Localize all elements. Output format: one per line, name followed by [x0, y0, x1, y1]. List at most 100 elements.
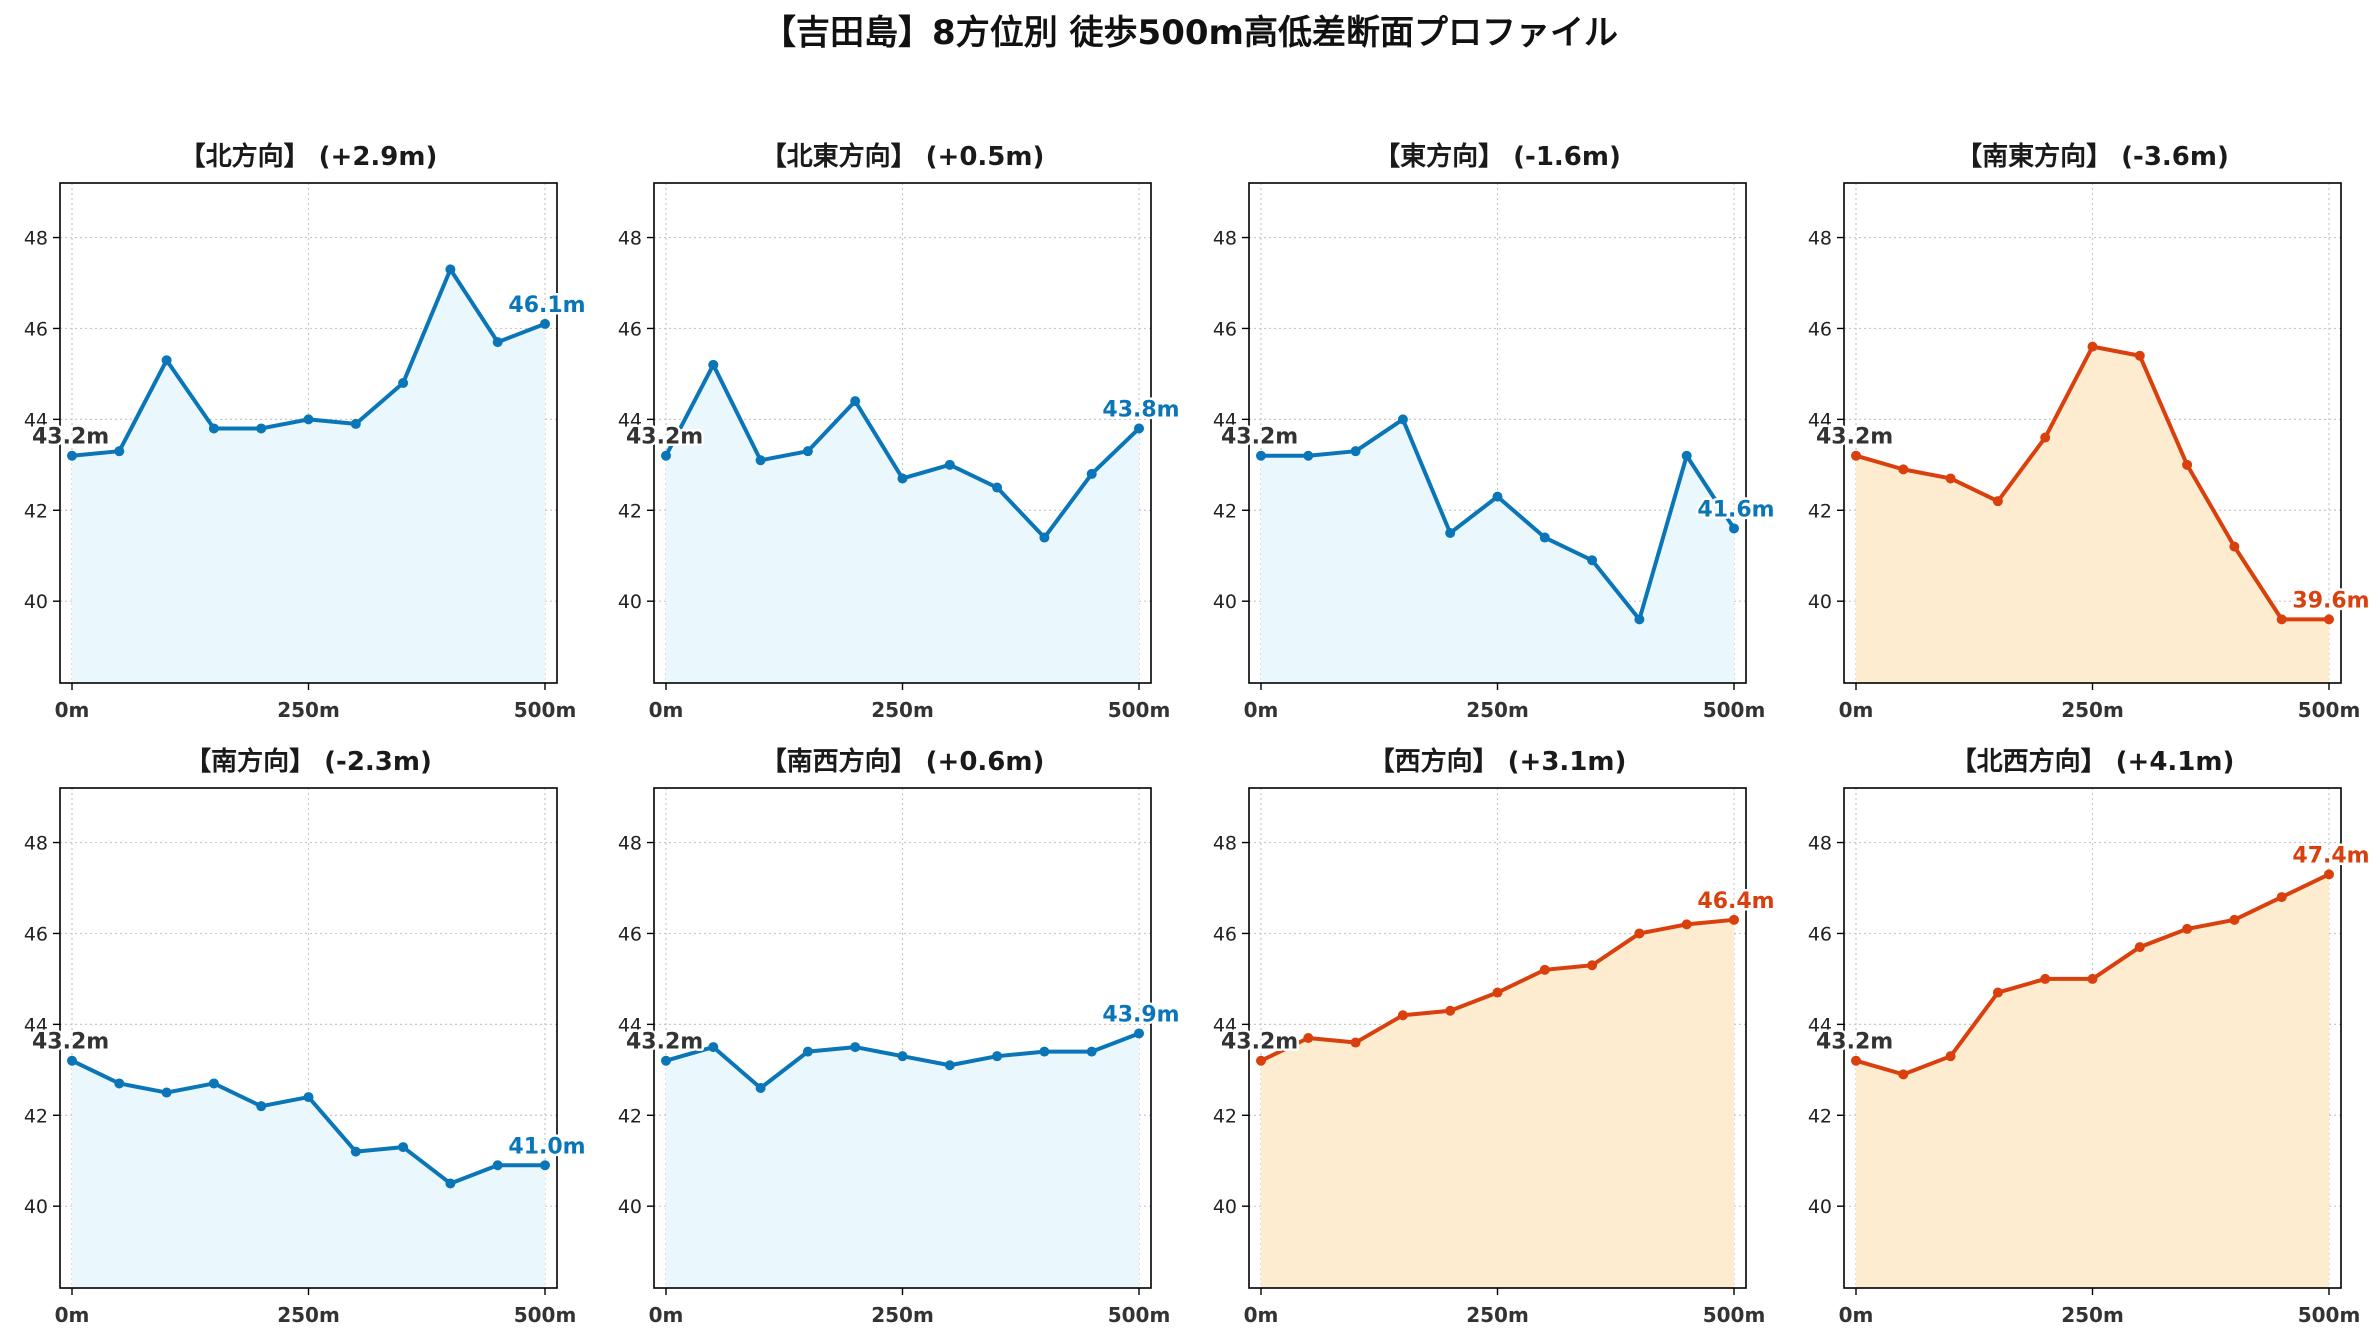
start-value-label: 43.2m [32, 425, 109, 450]
data-point [1350, 1037, 1361, 1048]
data-point [67, 450, 77, 461]
data-point [2229, 914, 2240, 925]
y-tick-label: 46 [24, 923, 48, 945]
x-tick-label: 0m [649, 698, 684, 722]
x-tick-label: 0m [1244, 698, 1279, 722]
data-point [1634, 928, 1645, 939]
y-tick-label: 42 [1808, 1105, 1832, 1127]
area-fill [1261, 419, 1734, 683]
data-point [897, 1051, 908, 1062]
x-tick-label: 0m [1839, 1303, 1874, 1327]
data-point [1681, 450, 1692, 461]
x-tick-label: 250m [277, 1303, 340, 1327]
start-value-label: 43.2m [1816, 425, 1893, 450]
data-point [1256, 450, 1266, 461]
data-point [1039, 532, 1050, 543]
area-fill [1261, 919, 1734, 1288]
chart-panel-5: 【南西方向】 (+0.6m) 40 42 44 46 48 0m 250m 500m 43.2m 4… [618, 746, 1182, 1327]
chart-panel-2: 【東方向】 (-1.6m) 40 42 44 46 48 0m 250m 500m 43.2m 41… [1213, 141, 1777, 722]
y-tick-label: 48 [1213, 833, 1237, 855]
x-tick-label: 0m [1839, 698, 1874, 722]
data-point [1539, 964, 1550, 975]
data-point [256, 423, 267, 434]
data-point [303, 414, 314, 425]
y-tick-label: 40 [24, 1196, 48, 1218]
area-fill [72, 1060, 545, 1288]
data-point [944, 459, 955, 470]
x-tick-label: 500m [2298, 698, 2361, 722]
data-point [755, 1083, 766, 1093]
panel-title: 【南西方向】 (+0.6m) [761, 746, 1045, 777]
x-tick-label: 250m [2061, 698, 2124, 722]
area-fill [72, 269, 545, 683]
data-point [1397, 1010, 1408, 1021]
data-point [114, 1078, 125, 1089]
data-point [1303, 450, 1314, 461]
data-point [161, 355, 172, 366]
data-point [1945, 1051, 1956, 1062]
data-point [708, 359, 719, 370]
data-point [398, 1142, 409, 1153]
data-point [2040, 432, 2051, 443]
x-tick-label: 0m [649, 1303, 684, 1327]
y-tick-label: 46 [1213, 318, 1237, 340]
data-point [1350, 446, 1361, 457]
data-point [1492, 491, 1503, 502]
x-tick-label: 500m [514, 698, 577, 722]
data-point [1992, 496, 2003, 507]
chart-panel-1: 【北東方向】 (+0.5m) 40 42 44 46 48 0m 250m 500m 43.2m 4… [618, 141, 1182, 722]
panel-title: 【東方向】 (-1.6m) [1374, 141, 1621, 172]
data-point [2040, 973, 2051, 984]
data-point [2182, 459, 2193, 470]
x-tick-label: 500m [1108, 1303, 1171, 1327]
y-tick-label: 40 [1808, 1196, 1832, 1218]
data-point [540, 318, 550, 329]
y-tick-label: 46 [618, 318, 642, 340]
y-tick-label: 44 [1213, 1014, 1237, 1036]
y-tick-label: 42 [24, 1105, 48, 1127]
start-value-label: 43.2m [1816, 1030, 1893, 1055]
data-point [114, 446, 125, 457]
data-point [2134, 942, 2145, 953]
panels: 【北方向】 (+2.9m) 40 42 44 46 48 0m 250m 500m 43.2m 46… [24, 141, 2372, 1327]
data-point [2182, 923, 2193, 934]
data-point [1851, 450, 1861, 461]
data-point [2276, 892, 2287, 903]
data-point [1492, 987, 1503, 998]
data-point [208, 423, 219, 434]
data-point [708, 1042, 719, 1053]
data-point [161, 1087, 172, 1098]
data-point [755, 455, 766, 466]
data-point [1039, 1046, 1050, 1057]
data-point [1634, 614, 1645, 625]
data-point [850, 396, 861, 407]
data-point [802, 1046, 813, 1057]
y-tick-label: 48 [24, 833, 48, 855]
y-tick-label: 46 [618, 923, 642, 945]
y-tick-label: 40 [618, 591, 642, 613]
x-tick-label: 0m [55, 1303, 90, 1327]
data-point [2324, 614, 2334, 625]
y-tick-label: 46 [1808, 318, 1832, 340]
data-point [1086, 468, 1097, 479]
data-point [850, 1042, 861, 1053]
data-point [992, 1051, 1003, 1062]
panel-title: 【南東方向】 (-3.6m) [1956, 141, 2229, 172]
y-tick-label: 48 [24, 228, 48, 250]
data-point [256, 1101, 267, 1112]
data-point [2324, 869, 2334, 880]
x-tick-label: 500m [514, 1303, 577, 1327]
x-tick-label: 0m [1244, 1303, 1279, 1327]
data-point [1086, 1046, 1097, 1057]
panel-title: 【北方向】 (+2.9m) [180, 141, 438, 172]
data-point [992, 482, 1003, 493]
y-tick-label: 44 [618, 1014, 642, 1036]
end-value-label: 46.4m [1697, 889, 1774, 914]
x-tick-label: 250m [1466, 1303, 1529, 1327]
data-point [1729, 914, 1739, 925]
data-point [1445, 1005, 1456, 1016]
x-tick-label: 250m [277, 698, 340, 722]
data-point [897, 473, 908, 484]
panel-title: 【北西方向】 (+4.1m) [1951, 746, 2235, 777]
data-point [802, 446, 813, 457]
